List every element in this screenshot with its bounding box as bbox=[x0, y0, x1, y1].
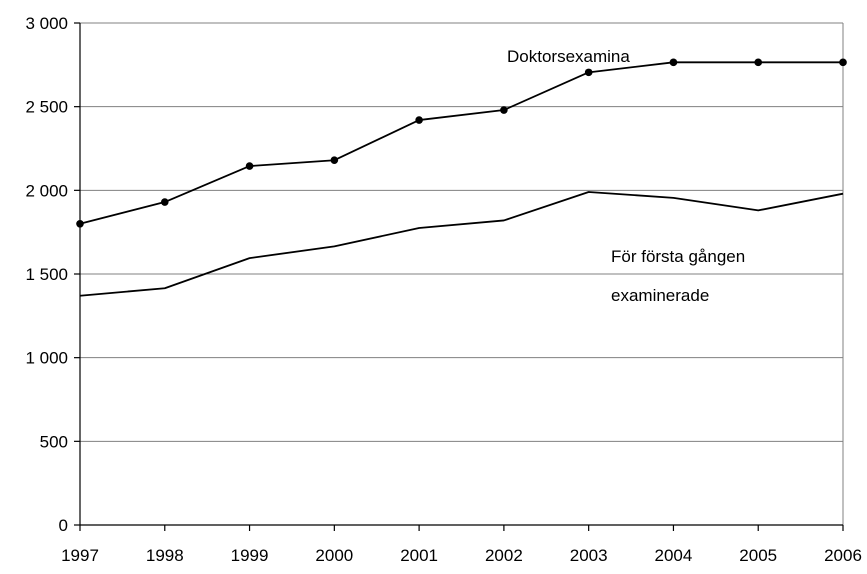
data-point bbox=[839, 58, 847, 67]
series-layer bbox=[76, 58, 847, 297]
x-tick-label: 2006 bbox=[824, 546, 862, 565]
data-point bbox=[330, 156, 339, 165]
y-tick-label: 500 bbox=[40, 432, 68, 451]
x-tick-label: 2004 bbox=[655, 546, 693, 565]
y-tick-label: 1 500 bbox=[25, 265, 68, 284]
series-doktorsexamina bbox=[76, 58, 847, 228]
x-tick-label: 1999 bbox=[231, 546, 269, 565]
series-label-forsta-line-1: För första gången bbox=[611, 247, 745, 266]
y-axis-ticks: 0 500 1 000 1 500 2 000 2 500 3 000 bbox=[25, 14, 80, 535]
x-tick-label: 2003 bbox=[570, 546, 608, 565]
y-tick-label: 0 bbox=[59, 516, 68, 535]
x-tick-label: 2002 bbox=[485, 546, 523, 565]
data-point bbox=[500, 106, 508, 114]
series-label-doktorsexamina: Doktorsexamina bbox=[507, 47, 630, 66]
data-point bbox=[76, 220, 84, 228]
x-tick-label: 2000 bbox=[315, 546, 353, 565]
series-annotations: Doktorsexamina För första gången examine… bbox=[507, 47, 745, 305]
x-tick-label: 1998 bbox=[146, 546, 184, 565]
data-point bbox=[160, 198, 169, 206]
data-point bbox=[245, 162, 254, 170]
x-tick-label: 2001 bbox=[400, 546, 438, 565]
x-axis-ticks: 1997 1998 1999 2000 2001 2002 2003 2004 2005 2006 bbox=[61, 525, 862, 565]
x-tick-label: 2005 bbox=[739, 546, 777, 565]
horizontal-gridlines bbox=[80, 22, 844, 525]
series-forsta-gangen-examinerade bbox=[79, 191, 844, 297]
series-label-forsta-line-2: examinerade bbox=[611, 286, 709, 305]
data-point bbox=[669, 58, 678, 67]
y-tick-label: 3 000 bbox=[25, 14, 68, 33]
data-point bbox=[415, 116, 423, 124]
data-point bbox=[754, 58, 763, 67]
series-line-forsta-gangen-examinerade bbox=[79, 191, 844, 297]
x-tick-label: 1997 bbox=[61, 546, 99, 565]
data-point bbox=[584, 68, 593, 77]
y-tick-label: 2 000 bbox=[25, 181, 68, 200]
series-line-doktorsexamina bbox=[79, 61, 843, 225]
y-tick-label: 2 500 bbox=[25, 98, 68, 117]
y-tick-label: 1 000 bbox=[25, 349, 68, 368]
